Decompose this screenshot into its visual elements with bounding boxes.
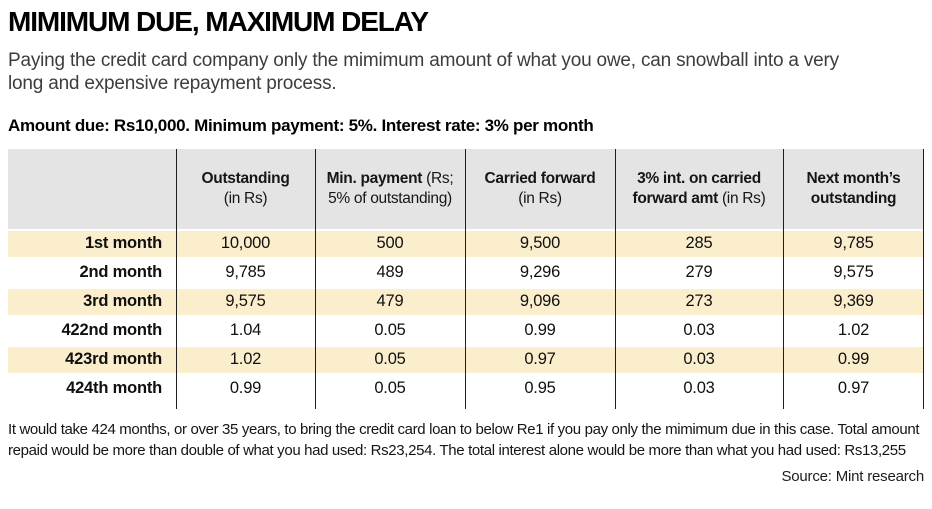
data-cell: 489	[315, 258, 465, 287]
data-cell: 9,785	[176, 258, 315, 287]
data-cell: 0.05	[315, 345, 465, 374]
data-cell: 479	[315, 287, 465, 316]
data-cell: 0.99	[465, 316, 615, 345]
row-label: 2nd month	[8, 258, 176, 287]
data-cell: 1.02	[783, 316, 924, 345]
column-header	[8, 149, 176, 229]
data-table: Outstanding (in Rs) Min. payment (Rs; 5% of…	[8, 149, 924, 409]
data-cell: 0.05	[315, 316, 465, 345]
data-cell: 279	[615, 258, 783, 287]
data-cell: 285	[615, 229, 783, 258]
row-label: 423rd month	[8, 345, 176, 374]
data-cell: 1.02	[176, 345, 315, 374]
data-cell: 9,785	[783, 229, 924, 258]
data-cell: 1.04	[176, 316, 315, 345]
data-cell: 0.95	[465, 374, 615, 403]
data-cell: 0.97	[465, 345, 615, 374]
footnote: It would take 424 months, or over 35 yea…	[8, 421, 920, 459]
row-label: 424th month	[8, 374, 176, 403]
data-cell: 500	[315, 229, 465, 258]
table-grid-line	[615, 149, 616, 409]
data-cell: 9,575	[176, 287, 315, 316]
data-cell: 0.03	[615, 374, 783, 403]
source-credit: Source: Mint research	[781, 468, 924, 485]
data-cell: 273	[615, 287, 783, 316]
data-cell: 9,096	[465, 287, 615, 316]
row-label: 422nd month	[8, 316, 176, 345]
table-grid-line	[923, 149, 924, 409]
column-header: 3% int. on carried forward amt (in Rs)	[615, 149, 783, 229]
data-cell: 10,000	[176, 229, 315, 258]
page-title: MIMIMUM DUE, MAXIMUM DELAY	[8, 6, 429, 37]
table-grid: Outstanding (in Rs) Min. payment (Rs; 5% of…	[8, 149, 924, 403]
infographic-page: MIMIMUM DUE, MAXIMUM DELAY Paying the cr…	[8, 6, 924, 485]
table-grid-line	[315, 149, 316, 409]
data-cell: 9,575	[783, 258, 924, 287]
column-header: Next month’s outstanding	[783, 149, 924, 229]
data-cell: 0.97	[783, 374, 924, 403]
table-grid-line	[783, 149, 784, 409]
column-header: Carried forward (in Rs)	[465, 149, 615, 229]
column-header: Min. payment (Rs; 5% of outstanding)	[315, 149, 465, 229]
column-header: Outstanding (in Rs)	[176, 149, 315, 229]
data-cell: 0.99	[783, 345, 924, 374]
row-label: 1st month	[8, 229, 176, 258]
table-grid-line	[465, 149, 466, 409]
data-cell: 9,296	[465, 258, 615, 287]
assumptions-line: Amount due: Rs10,000. Minimum payment: 5…	[8, 116, 594, 135]
table-grid-line	[176, 149, 177, 409]
page-subtitle: Paying the credit card company only the …	[8, 50, 839, 94]
data-cell: 0.03	[615, 316, 783, 345]
row-label: 3rd month	[8, 287, 176, 316]
data-cell: 0.03	[615, 345, 783, 374]
data-cell: 9,369	[783, 287, 924, 316]
data-cell: 0.99	[176, 374, 315, 403]
data-cell: 9,500	[465, 229, 615, 258]
data-cell: 0.05	[315, 374, 465, 403]
